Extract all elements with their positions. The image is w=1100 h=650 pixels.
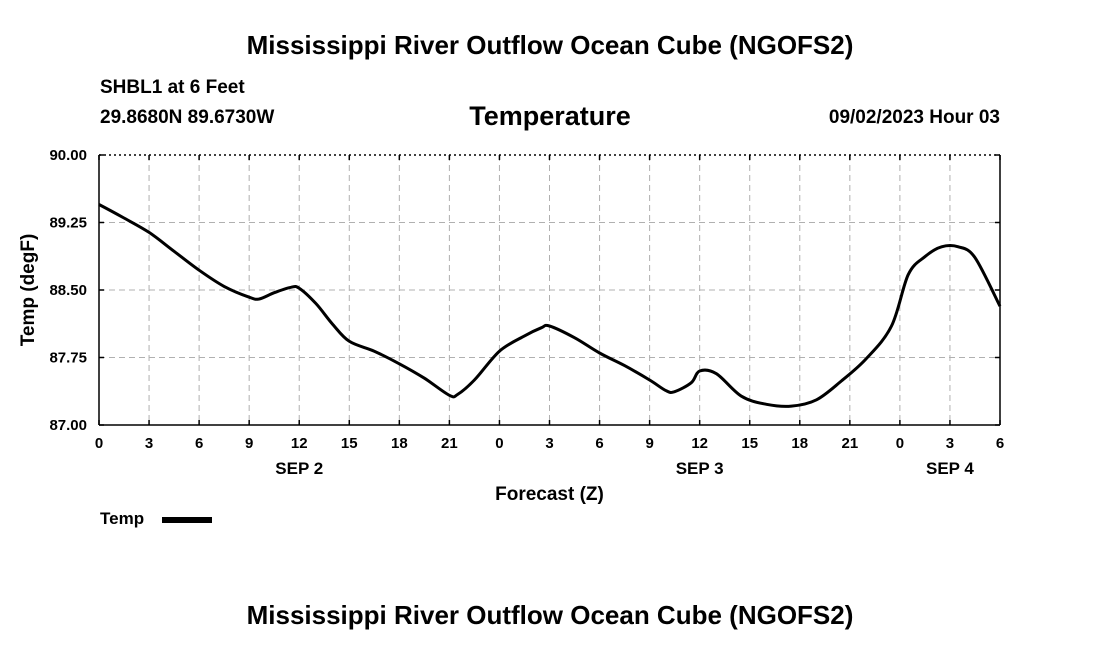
x-tick-label: 9 [645,435,653,452]
x-tick-label: 18 [391,435,408,452]
y-tick-label: 90.00 [49,147,87,164]
x-tick-label: 12 [691,435,708,452]
chart-title: Temperature [469,101,631,131]
day-label: SEP 2 [275,459,323,478]
x-tick-label: 3 [545,435,553,452]
legend-swatch [162,517,212,523]
y-tick-label: 89.25 [49,215,87,232]
x-tick-label: 15 [741,435,758,452]
y-axis-label: Temp (degF) [18,234,39,347]
x-axis-label: Forecast (Z) [495,484,604,505]
x-tick-label: 21 [841,435,858,452]
y-tick-label: 88.50 [49,282,87,299]
y-tick-label: 87.00 [49,417,87,434]
x-tick-label: 6 [195,435,203,452]
station-label: SHBL1 at 6 Feet [100,77,245,98]
x-tick-label: 0 [95,435,103,452]
coordinates-label: 29.8680N 89.6730W [100,107,275,128]
x-tick-label: 15 [341,435,358,452]
x-tick-label: 6 [595,435,603,452]
x-tick-label: 6 [996,435,1004,452]
page-title-bottom: Mississippi River Outflow Ocean Cube (NG… [246,600,854,630]
page-title-top: Mississippi River Outflow Ocean Cube (NG… [246,30,854,60]
x-tick-label: 21 [441,435,458,452]
x-tick-label: 0 [896,435,904,452]
legend-label: Temp [100,509,145,528]
datetime-label: 09/02/2023 Hour 03 [828,107,1000,128]
x-tick-label: 18 [791,435,808,452]
y-tick-label: 87.75 [49,350,87,367]
day-label: SEP 3 [676,459,724,478]
x-tick-label: 3 [145,435,153,452]
x-tick-label: 0 [495,435,503,452]
x-tick-label: 9 [245,435,253,452]
x-tick-label: 12 [291,435,308,452]
temp-series-line [98,203,1002,408]
x-tick-label: 3 [946,435,954,452]
day-label: SEP 4 [926,459,974,478]
